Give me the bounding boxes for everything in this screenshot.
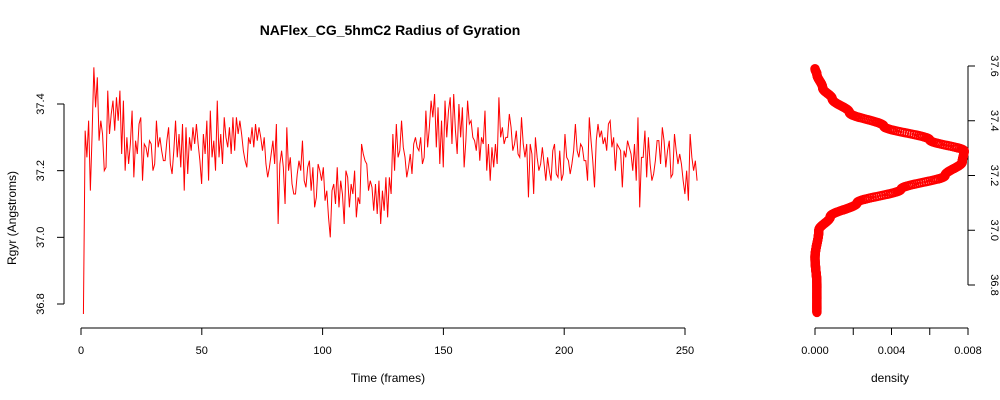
- main-x-tick-label: 100: [313, 345, 331, 357]
- density-x-tick-label: 0.000: [801, 345, 829, 357]
- main-x-axis-label: Time (frames): [351, 371, 425, 385]
- rgyr-series-line: [82, 67, 698, 315]
- density-points: [810, 64, 969, 318]
- main-y-axis-label: Rgyr (Angstroms): [5, 171, 19, 265]
- density-x-tick-label: 0.004: [878, 345, 906, 357]
- main-y-tick-label: 37.4: [35, 93, 47, 114]
- main-plot-panel: 0 50 100 150 200 250 36.8 37.0 37.2 37.4 Time (f…: [5, 67, 698, 385]
- main-x-ticks: 0 50 100 150 200 250: [78, 328, 694, 357]
- density-y-tick-label: 37.6: [988, 55, 1000, 76]
- density-x-tick-label: 0.008: [954, 345, 982, 357]
- main-x-tick-label: 150: [434, 345, 452, 357]
- density-y-tick-label: 36.8: [988, 274, 1000, 295]
- density-plot-panel: 0.000 0.004 0.008 36.8 37.0 37.2 37.4 37.6 den…: [801, 55, 1000, 385]
- main-y-tick-label: 37.0: [35, 227, 47, 248]
- main-y-tick-label: 37.2: [35, 160, 47, 181]
- main-x-tick-label: 0: [78, 345, 84, 357]
- density-x-ticks: 0.000 0.004 0.008: [801, 328, 982, 357]
- density-y-tick-label: 37.0: [988, 220, 1000, 241]
- density-y-tick-label: 37.2: [988, 165, 1000, 186]
- main-y-ticks: 36.8 37.0 37.2 37.4: [35, 93, 64, 315]
- main-x-tick-label: 50: [196, 345, 208, 357]
- chart-title: NAFlex_CG_5hmC2 Radius of Gyration: [260, 22, 521, 38]
- density-y-tick-label: 37.4: [988, 110, 1000, 131]
- main-x-tick-label: 200: [555, 345, 573, 357]
- main-y-tick-label: 36.8: [35, 293, 47, 314]
- density-y-ticks: 36.8 37.0 37.2 37.4 37.6: [968, 55, 1000, 296]
- density-point: [810, 64, 820, 74]
- main-x-tick-label: 250: [676, 345, 694, 357]
- density-x-axis-label: density: [871, 371, 909, 385]
